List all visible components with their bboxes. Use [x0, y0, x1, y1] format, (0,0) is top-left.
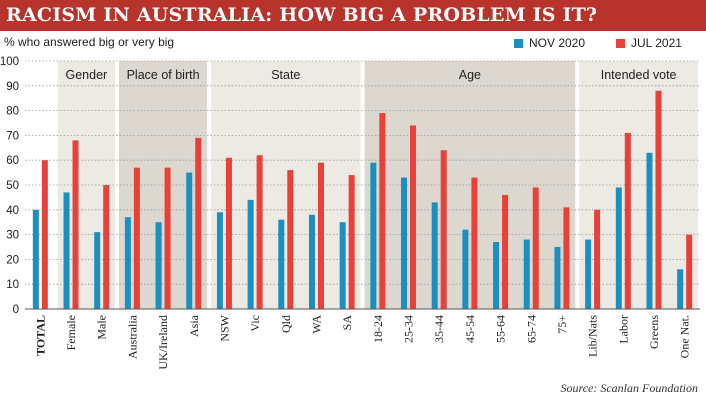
group-label-0: Gender — [66, 68, 108, 82]
y-tick-30: 30 — [6, 230, 19, 242]
bar-nov-2020-12 — [401, 177, 408, 309]
legend-label-nov-2020: NOV 2020 — [529, 36, 586, 50]
legend-item-nov-2020: NOV 2020 — [514, 36, 585, 50]
bar-nov-2020-10 — [339, 222, 346, 309]
bar-nov-2020-0 — [32, 209, 39, 309]
bar-nov-2020-18 — [585, 239, 592, 309]
bar-jul-2021-6 — [225, 157, 232, 309]
group-label-3: Age — [459, 68, 481, 82]
axis: 0 10 20 30 40 50 60 70 80 90 100 — [0, 56, 700, 316]
category-label-3: Australia — [125, 314, 139, 359]
legend-swatch-jul-2021 — [616, 38, 625, 48]
y-tick-20: 20 — [6, 254, 19, 266]
y-tick-0: 0 — [13, 304, 19, 316]
category-label-14: 45-54 — [463, 315, 477, 343]
group-label-2: State — [271, 68, 300, 82]
bar-jul-2021-12 — [410, 125, 417, 309]
y-tick-90: 90 — [6, 81, 19, 93]
category-label-6: NSW — [217, 314, 231, 341]
bar-jul-2021-14 — [471, 177, 478, 309]
bar-nov-2020-20 — [646, 152, 653, 309]
bar-jul-2021-13 — [440, 150, 447, 309]
bar-nov-2020-14 — [462, 229, 469, 309]
bar-jul-2021-17 — [563, 207, 570, 309]
category-label-9: WA — [309, 315, 323, 334]
bar-nov-2020-21 — [677, 269, 684, 309]
category-label-15: 55-64 — [494, 315, 508, 343]
category-label-1: Female — [64, 315, 78, 350]
bar-nov-2020-6 — [216, 212, 223, 309]
bar-nov-2020-11 — [370, 162, 377, 309]
group-bands — [57, 61, 698, 309]
source-note: Source: Scanlan Foundation — [560, 381, 698, 395]
category-label-0: TOTAL — [33, 315, 47, 356]
category-label-17: 75+ — [555, 315, 569, 334]
bar-jul-2021-5 — [195, 137, 202, 309]
category-label-19: Labor — [616, 315, 630, 344]
category-label-13: 35-44 — [432, 315, 446, 343]
group-band-2 — [211, 61, 361, 309]
bar-nov-2020-15 — [493, 242, 500, 309]
bar-nov-2020-19 — [615, 187, 622, 309]
chart-subtitle: % who answered big or very big — [4, 35, 175, 49]
bar-jul-2021-21 — [686, 234, 693, 309]
bar-jul-2021-7 — [256, 155, 263, 309]
bar-nov-2020-16 — [523, 239, 530, 309]
y-tick-40: 40 — [6, 205, 19, 217]
legend-item-jul-2021: JUL 2021 — [616, 36, 682, 50]
bars — [32, 90, 693, 309]
category-label-2: Male — [95, 315, 109, 340]
group-label-1: Place of birth — [127, 68, 200, 82]
bar-nov-2020-5 — [186, 172, 193, 309]
bar-jul-2021-16 — [532, 187, 539, 309]
bar-nov-2020-17 — [554, 247, 561, 309]
y-tick-10: 10 — [6, 279, 19, 291]
bar-jul-2021-10 — [348, 175, 355, 309]
category-label-18: Lib/Nats — [586, 315, 600, 357]
category-label-7: Vic — [248, 315, 262, 332]
legend-label-jul-2021: JUL 2021 — [631, 36, 682, 50]
category-label-8: Qld — [279, 315, 293, 333]
bar-jul-2021-4 — [164, 167, 171, 309]
bar-nov-2020-4 — [155, 222, 162, 309]
bar-nov-2020-1 — [63, 192, 70, 309]
bar-nov-2020-2 — [94, 232, 101, 309]
bar-jul-2021-20 — [655, 90, 662, 309]
bar-jul-2021-15 — [502, 194, 509, 309]
y-tick-50: 50 — [6, 180, 19, 192]
bar-jul-2021-8 — [287, 170, 294, 309]
group-label-4: Intended vote — [601, 68, 677, 82]
bar-nov-2020-7 — [247, 199, 254, 309]
y-tick-70: 70 — [6, 130, 19, 142]
bar-jul-2021-2 — [103, 185, 110, 309]
category-label-20: Greens — [647, 315, 661, 349]
category-label-12: 25-34 — [402, 315, 416, 343]
category-label-21: One Nat. — [678, 315, 692, 358]
bar-nov-2020-8 — [278, 219, 285, 309]
y-tick-80: 80 — [6, 106, 19, 118]
category-label-10: SA — [340, 315, 354, 331]
bar-jul-2021-19 — [624, 132, 631, 309]
bar-nov-2020-3 — [124, 217, 131, 309]
labels: Gender Place of birth State Age Intended vot… — [33, 68, 691, 370]
category-label-4: UK/Ireland — [156, 315, 170, 370]
bar-jul-2021-1 — [72, 140, 79, 309]
y-tick-100: 100 — [0, 56, 19, 68]
category-label-16: 65-74 — [524, 315, 538, 343]
category-label-11: 18-24 — [371, 315, 385, 343]
bar-jul-2021-9 — [317, 162, 324, 309]
category-label-5: Asia — [187, 314, 201, 337]
chart-title: RACISM IN AUSTRALIA: HOW BIG A PROBLEM I… — [0, 0, 706, 31]
bar-nov-2020-9 — [308, 214, 315, 309]
legend-swatch-nov-2020 — [514, 38, 523, 48]
bar-jul-2021-11 — [379, 113, 386, 309]
bar-jul-2021-3 — [133, 167, 140, 309]
bar-nov-2020-13 — [431, 202, 438, 309]
bar-jul-2021-18 — [594, 209, 601, 309]
bar-jul-2021-0 — [41, 160, 48, 309]
y-tick-60: 60 — [6, 155, 19, 167]
